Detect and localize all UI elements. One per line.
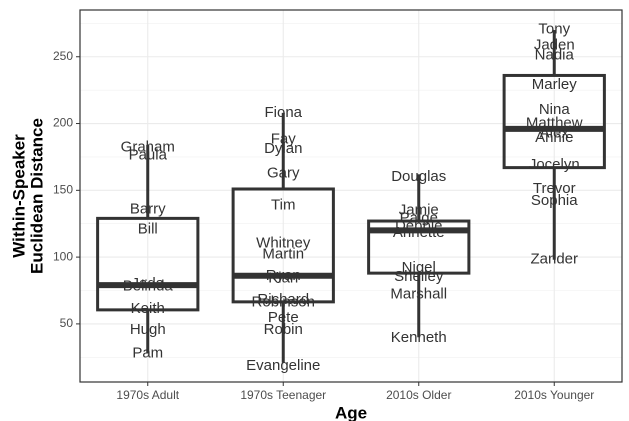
speaker-label: Tony [538, 20, 570, 37]
y-axis-title: Within-Speaker [9, 134, 28, 258]
speaker-label: Ryan [266, 267, 301, 284]
y-tick-label: 200 [53, 116, 73, 130]
speaker-label: Richard [257, 291, 309, 308]
speaker-label: Whitney [256, 235, 311, 252]
speaker-label: Hugh [130, 321, 166, 338]
speaker-label: Annette [393, 224, 445, 241]
speaker-label: Fay [271, 131, 297, 148]
y-tick-label: 100 [53, 249, 73, 263]
speaker-label: Kenneth [391, 329, 447, 346]
speaker-label: Keith [131, 300, 165, 317]
x-tick-label: 1970s Teenager [240, 388, 326, 402]
box [502, 73, 606, 170]
box [96, 216, 200, 312]
speaker-label: Kian [268, 269, 298, 286]
speaker-label: Belinda [123, 277, 174, 294]
y-tick-label: 250 [53, 49, 73, 63]
speaker-label: Douglas [391, 168, 446, 185]
y-axis-title: Euclidean Distance [27, 118, 46, 274]
speaker-label: Paige [400, 209, 438, 226]
speaker-label: Zander [530, 251, 578, 268]
y-tick-label: 150 [53, 182, 73, 196]
speaker-label: Bill [138, 221, 158, 238]
speaker-label: Dylan [264, 140, 302, 157]
y-tick-label: 50 [60, 316, 74, 330]
panel-border [79, 9, 623, 383]
speaker-label: Trevor [533, 180, 576, 197]
speaker-label: Marshall [390, 285, 447, 302]
speaker-label: Fiona [264, 104, 302, 121]
speaker-label: Nadia [535, 46, 575, 63]
speaker-label: Nina [539, 101, 571, 118]
speaker-label: Shelley [394, 268, 444, 285]
speaker-label: Evangeline [246, 357, 320, 374]
speaker-label: Jaden [534, 36, 575, 53]
speaker-label: Graham [121, 139, 175, 156]
x-tick-label: 2010s Older [386, 388, 451, 402]
speaker-label: Pam [132, 344, 163, 361]
speaker-label: Matthew [526, 115, 583, 132]
speaker-label: Alex [540, 125, 570, 142]
speaker-label: Debbie [395, 217, 443, 234]
speaker-label: Gary [267, 165, 300, 182]
speaker-label: Marley [532, 76, 578, 93]
speaker-label: Jamie [399, 201, 439, 218]
speaker-label: Robinson [252, 293, 315, 310]
box [367, 219, 471, 275]
box [231, 187, 335, 304]
speaker-label: Sophia [531, 192, 578, 209]
speaker-label: Paula [129, 147, 168, 164]
speaker-label: Robin [264, 321, 303, 338]
speaker-label: Pete [268, 309, 299, 326]
speaker-label: Annie [535, 129, 573, 146]
x-axis-title: Age [335, 403, 367, 421]
speaker-label: Barry [130, 201, 166, 218]
x-tick-label: 1970s Adult [116, 388, 179, 402]
speaker-label: Nigel [402, 259, 436, 276]
speaker-label: Tim [271, 197, 295, 214]
speaker-label: Jada [131, 275, 164, 292]
speaker-label: Martin [262, 245, 304, 262]
speaker-label: Jocelyn [529, 156, 580, 173]
x-tick-label: 2010s Younger [514, 388, 594, 402]
